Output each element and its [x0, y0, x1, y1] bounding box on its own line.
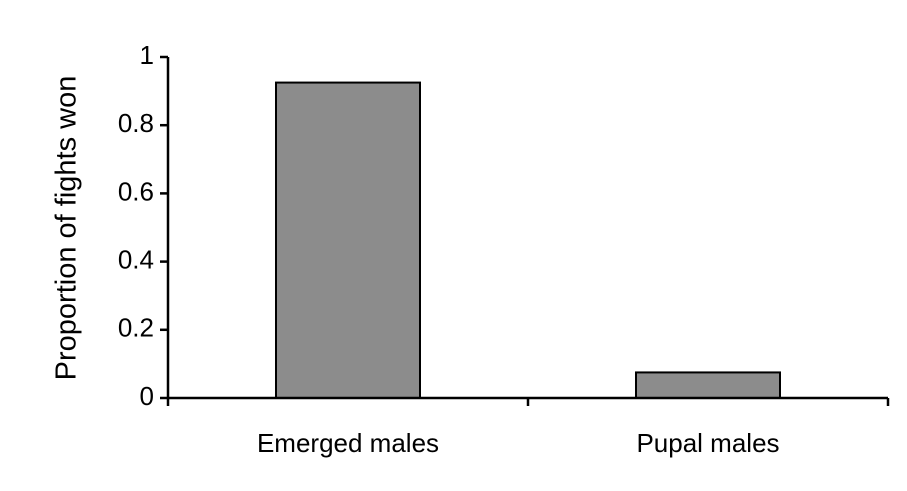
bar: [635, 371, 781, 399]
bar: [275, 81, 421, 399]
y-tick-label: 0.4: [118, 244, 154, 274]
y-tick-label: 0.2: [118, 313, 154, 343]
x-tick-label: Emerged males: [257, 428, 439, 458]
y-tick-label: 1: [140, 40, 154, 70]
x-tick-label: Pupal males: [636, 428, 779, 458]
y-tick-label: 0: [140, 381, 154, 411]
y-axis-title: Proportion of fights won: [51, 76, 83, 381]
y-tick-label: 0.6: [118, 176, 154, 206]
y-tick-label: 0.8: [118, 108, 154, 138]
